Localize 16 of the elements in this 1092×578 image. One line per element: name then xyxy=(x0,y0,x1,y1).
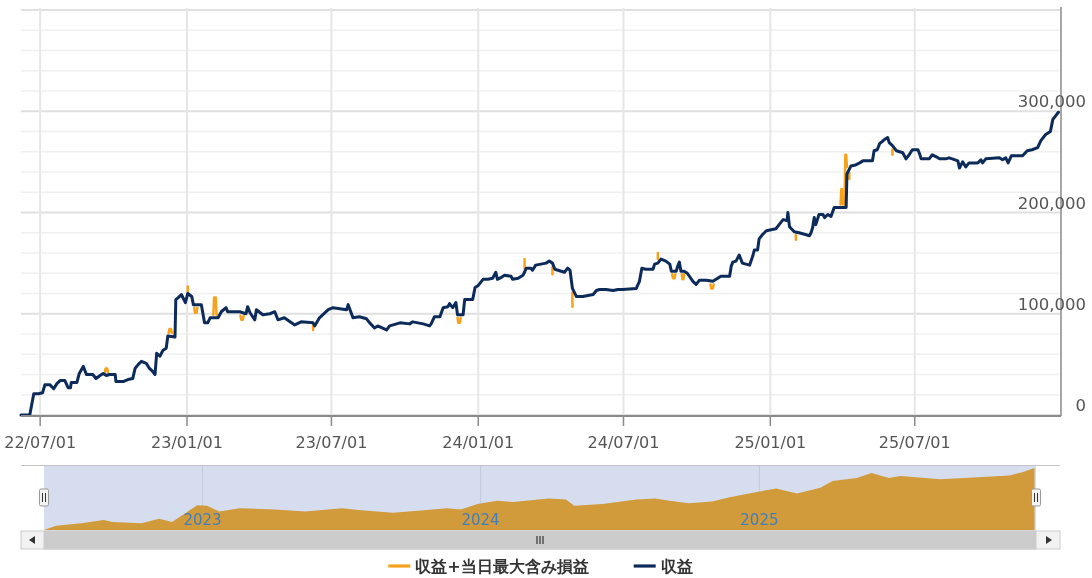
x-tick-label: 25/01/01 xyxy=(734,433,807,452)
legend-label: 収益 xyxy=(660,557,693,576)
x-tick-label: 24/07/01 xyxy=(587,433,660,452)
y-tick-label: 100,000 xyxy=(1017,294,1086,314)
x-tick-label: 23/01/01 xyxy=(151,433,223,452)
x-tick-label: 23/07/01 xyxy=(295,433,368,452)
x-tick-label: 2023 xyxy=(183,511,222,529)
legend-label: 収益+当日最大含み損益 xyxy=(415,557,589,576)
x-tick-label: 25/07/01 xyxy=(878,433,951,452)
y-tick-label: 0 xyxy=(1075,396,1086,415)
y-tick-label: 300,000 xyxy=(1017,92,1086,112)
y-tick-label: 200,000 xyxy=(1017,193,1086,213)
x-tick-label: 24/01/01 xyxy=(442,433,515,452)
x-tick-label: 2024 xyxy=(461,511,500,529)
x-tick-label: 22/07/01 xyxy=(4,433,77,452)
x-tick-label: 2025 xyxy=(740,511,779,529)
